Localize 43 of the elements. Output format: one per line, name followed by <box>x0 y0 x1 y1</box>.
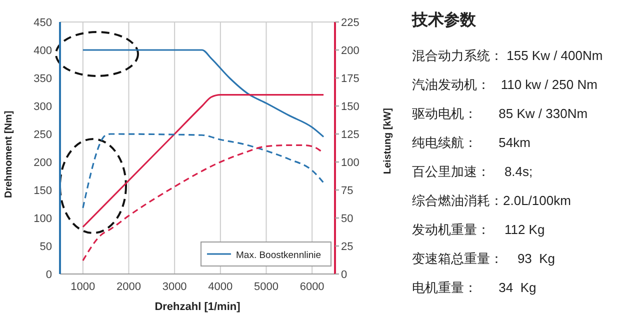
text: 混合动力系统： 155 Kw / 400Nm <box>412 47 604 65</box>
text: 电机重量： 34 Kg <box>412 279 538 297</box>
y-tick-label: 200 <box>34 156 52 169</box>
y2-tick-label: 50 <box>341 212 354 225</box>
text: 纯电续航： 54km <box>412 134 532 152</box>
line-series <box>82 94 324 228</box>
text: 变速箱总重量： 93 Kg <box>412 250 556 268</box>
y-tick-label: 100 <box>34 212 52 225</box>
y-tick-label: 400 <box>34 44 52 57</box>
y-tick-label: 450 <box>34 16 52 29</box>
y2-tick-label: 100 <box>341 156 360 169</box>
text: 汽油发动机： 110 kw / 250 Nm <box>412 76 598 94</box>
text: 技术参数 <box>412 10 477 31</box>
y2-tick-label: 150 <box>341 100 360 113</box>
text: 驱动电机： 85 Kw / 330Nm <box>412 105 589 123</box>
x-axis-title: Drehzahl [1/min] <box>154 301 241 313</box>
legend-label: Max. Boostkennlinie <box>236 250 322 261</box>
text: 发动机重量： 112 Kg <box>412 221 546 239</box>
x-tick-label: 2000 <box>116 280 141 293</box>
x-tick-label: 6000 <box>300 280 324 293</box>
y-tick-label: 300 <box>34 100 52 113</box>
text: 百公里加速： 8.4s; <box>412 163 534 181</box>
y2-tick-label: 200 <box>341 44 360 57</box>
y-tick-label: 50 <box>40 240 52 253</box>
y2-tick-label: 75 <box>341 184 354 197</box>
y-tick-label: 350 <box>34 72 52 85</box>
y2-axis-title: Leistung [kW] <box>382 108 394 174</box>
x-tick-label: 3000 <box>162 280 187 293</box>
x-tick-label: 4000 <box>208 280 233 293</box>
y2-tick-label: 225 <box>341 16 360 29</box>
y-tick-label: 0 <box>46 268 52 281</box>
y2-tick-label: 25 <box>341 240 354 253</box>
line-series <box>82 49 324 138</box>
x-tick-label: 5000 <box>254 280 278 293</box>
line-series <box>82 133 324 209</box>
x-tick-label: 1000 <box>70 280 96 293</box>
y2-tick-label: 0 <box>341 268 348 281</box>
y-tick-label: 150 <box>34 184 52 197</box>
y-axis-title: Drehmoment [Nm] <box>4 110 15 198</box>
y2-tick-label: 175 <box>341 72 360 85</box>
y-tick-label: 250 <box>34 128 52 141</box>
text: 综合燃油消耗：2.0L/100km <box>412 192 572 210</box>
y2-tick-label: 125 <box>341 128 360 141</box>
